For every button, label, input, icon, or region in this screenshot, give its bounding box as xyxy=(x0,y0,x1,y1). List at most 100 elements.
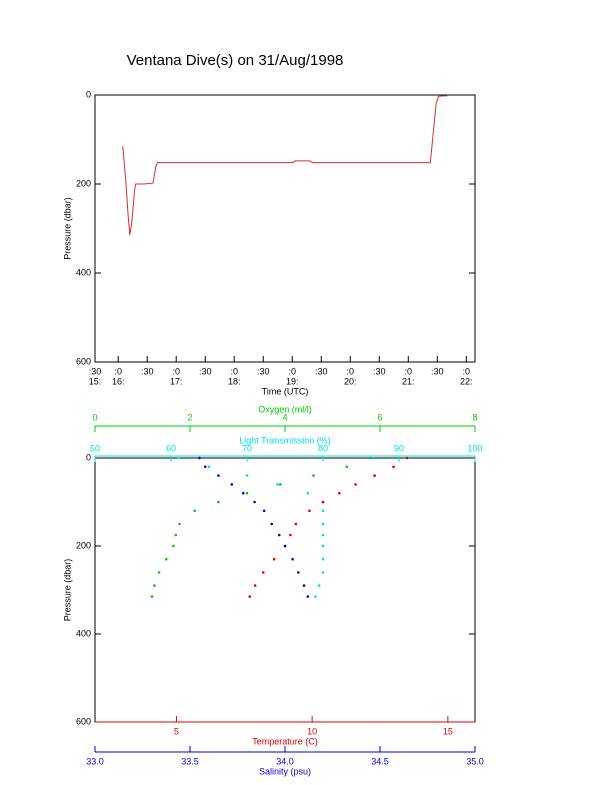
y-tick-label: 200 xyxy=(76,540,91,550)
profile-point xyxy=(321,533,325,537)
x-tick-label: :0 xyxy=(463,366,471,376)
profile-point xyxy=(321,509,325,513)
profile-point xyxy=(272,557,276,561)
x-tick-label: 33.5 xyxy=(181,756,199,766)
profile-point xyxy=(253,584,257,587)
x-axis-label: Light Transmission (%) xyxy=(239,435,331,445)
profile-point xyxy=(321,544,325,548)
profile-point xyxy=(193,509,197,513)
profile-point xyxy=(283,544,287,548)
x-axis-label: Time (UTC) xyxy=(262,386,309,396)
x-tick-label: 70 xyxy=(242,443,252,453)
profile-point xyxy=(321,500,325,504)
profile-point xyxy=(369,456,372,460)
profile-point xyxy=(198,456,201,460)
profile-point xyxy=(291,557,294,561)
x-tick-label: 2 xyxy=(187,412,192,422)
x-axis-label: Oxygen (ml/l) xyxy=(258,404,312,414)
profile-point xyxy=(297,571,300,574)
profile-point xyxy=(261,571,265,574)
profile-point xyxy=(164,557,168,561)
profile-point xyxy=(312,474,315,477)
x-tick-label: :30 xyxy=(257,366,270,376)
profile-point xyxy=(373,474,376,477)
profile-point xyxy=(245,474,249,477)
profile-point xyxy=(207,465,211,469)
y-tick-label: 0 xyxy=(86,452,91,462)
profile-point xyxy=(321,557,325,561)
profile-point xyxy=(203,465,207,469)
profile-point xyxy=(217,474,220,477)
x-tick-label: 80 xyxy=(318,443,328,453)
profile-point xyxy=(217,500,220,504)
profile-point xyxy=(262,509,266,513)
x-axis-label: Temperature (C) xyxy=(252,736,318,746)
profile-point xyxy=(405,456,409,460)
x-tick-label: :0 xyxy=(347,366,355,376)
profile-point xyxy=(174,533,178,537)
profile-point xyxy=(321,571,325,574)
y-tick-label: 400 xyxy=(76,267,91,277)
profile-point xyxy=(253,500,256,504)
x-tick-label: :30 xyxy=(431,366,444,376)
x-hour-label: 21: xyxy=(402,376,415,386)
y-tick-label: 400 xyxy=(76,628,91,638)
x-tick-label: :0 xyxy=(172,366,180,376)
x-tick-label: 15 xyxy=(443,726,453,736)
profile-point xyxy=(245,491,249,495)
y-tick-label: 0 xyxy=(86,89,91,99)
y-tick-label: 200 xyxy=(76,178,91,188)
profile-point xyxy=(306,595,310,598)
profile-point xyxy=(294,522,298,526)
profile-point xyxy=(317,584,321,587)
x-tick-label: 5 xyxy=(174,726,179,736)
profile-point xyxy=(308,509,311,513)
x-tick-label: 6 xyxy=(377,412,382,422)
x-tick-label: 100 xyxy=(467,443,482,453)
x-tick-label: 10 xyxy=(307,726,317,736)
data-line xyxy=(122,95,448,236)
profile-point xyxy=(177,456,180,460)
profile-point xyxy=(270,522,274,526)
x-tick-label: :30 xyxy=(199,366,212,376)
x-tick-label: 60 xyxy=(166,443,176,453)
profile-point xyxy=(276,483,279,486)
x-hour-label: 20: xyxy=(344,376,357,386)
profile-point xyxy=(150,595,154,598)
y-tick-label: 600 xyxy=(76,716,91,726)
profile-point xyxy=(354,483,357,486)
profile-point xyxy=(248,595,252,598)
plot-frame xyxy=(94,457,476,723)
profile-point xyxy=(306,491,310,495)
profile-point xyxy=(314,595,317,598)
profile-point xyxy=(337,491,341,495)
profile-point xyxy=(157,571,161,574)
y-tick-label: 600 xyxy=(76,356,91,366)
profile-point xyxy=(172,544,175,548)
x-hour-label: 15: xyxy=(89,376,102,386)
x-tick-label: 8 xyxy=(472,412,477,422)
profile-point xyxy=(278,533,281,537)
x-hour-label: 17: xyxy=(170,376,183,386)
x-hour-label: 22: xyxy=(460,376,473,386)
x-tick-label: 34.0 xyxy=(276,756,294,766)
profile-point xyxy=(153,584,156,587)
profile-point xyxy=(345,465,349,469)
x-tick-label: :30 xyxy=(315,366,328,376)
x-tick-label: :0 xyxy=(288,366,296,376)
x-tick-label: 33.0 xyxy=(86,756,104,766)
profile-point xyxy=(289,533,292,537)
y-axis-label: Pressure (dbar) xyxy=(62,559,72,622)
profile-point xyxy=(230,483,234,486)
profile-point xyxy=(241,491,245,495)
plot-frame xyxy=(94,94,476,363)
y-axis-label: Pressure (dbar) xyxy=(62,197,72,260)
profile-point xyxy=(278,483,282,486)
chart-title: Ventana Dive(s) on 31/Aug/1998 xyxy=(127,52,344,69)
x-tick-label: :30 xyxy=(373,366,386,376)
x-tick-label: 0 xyxy=(92,412,97,422)
x-tick-label: 90 xyxy=(394,443,404,453)
x-tick-label: 35.0 xyxy=(466,756,484,766)
x-tick-label: :0 xyxy=(405,366,413,376)
